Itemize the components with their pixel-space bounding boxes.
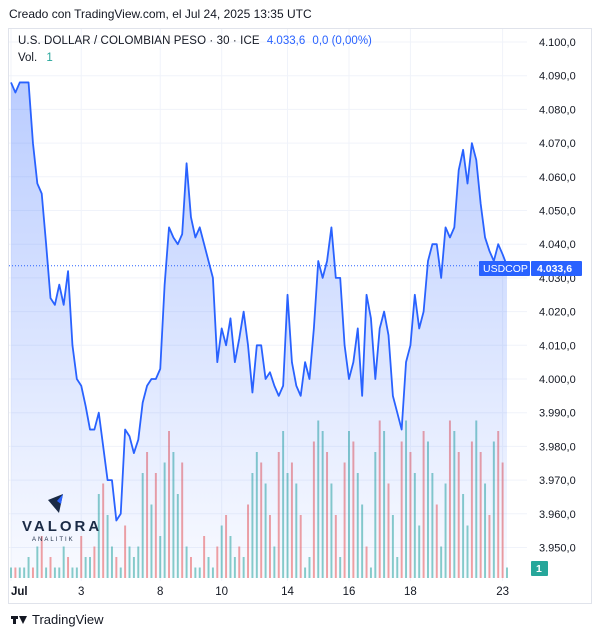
y-tick-label: 4.040,0: [539, 239, 576, 251]
last-value: 4.033,6: [266, 35, 306, 47]
price-area-fill: [11, 82, 507, 578]
valora-watermark: VALORA ANALITIK: [22, 494, 102, 543]
x-tick-label: Jul: [11, 586, 28, 598]
symbol-title: U.S. DOLLAR / COLOMBIAN PESO · 30 · ICE: [18, 35, 260, 47]
volume-badge-bg: [531, 561, 548, 576]
x-tick-label: 3: [78, 586, 84, 598]
y-tick-label: 4.000,0: [539, 374, 576, 386]
ticker-badge: USDCOP: [483, 263, 528, 275]
y-tick-label: 3.950,0: [539, 543, 576, 555]
valora-logo-accent: [57, 494, 63, 504]
volume-badge: 1: [531, 561, 548, 576]
x-tick-label: 10: [215, 586, 228, 598]
y-tick-label: 3.970,0: [539, 475, 576, 487]
volume-badge-value: 1: [536, 563, 542, 575]
x-tick-label: 8: [157, 586, 163, 598]
volume-label: Vol.: [18, 52, 38, 64]
watermark-sub: ANALITIK: [32, 537, 75, 543]
y-tick-label: 4.070,0: [539, 138, 576, 150]
y-tick-label: 3.980,0: [539, 441, 576, 453]
ticker-badge-bg: [479, 261, 530, 276]
x-axis: Jul 3 8 10 14 16 18 23: [11, 586, 509, 598]
x-tick-label: 23: [496, 586, 509, 598]
y-tick-label: 4.080,0: [539, 104, 576, 116]
tradingview-logo-icon: [11, 614, 27, 625]
y-tick-label: 4.010,0: [539, 340, 576, 352]
price-badge-bg: [531, 261, 582, 276]
x-tick-label: 16: [343, 586, 356, 598]
change-value: 0,0 (0,00%): [312, 35, 372, 47]
y-tick-label: 4.020,0: [539, 307, 576, 319]
y-tick-label: 4.100,0: [539, 37, 576, 49]
tradingview-logo[interactable]: TradingView: [11, 612, 104, 627]
symbol-legend[interactable]: U.S. DOLLAR / COLOMBIAN PESO · 30 · ICE …: [18, 35, 372, 47]
last-price-badge: USDCOP 4.033,6: [479, 261, 582, 276]
y-axis: 3.950,0 3.960,0 3.970,0 3.980,0 3.990,0 4.000…: [539, 37, 576, 555]
y-tick-label: 4.090,0: [539, 71, 576, 83]
x-tick-label: 18: [404, 586, 417, 598]
x-tick-label: 14: [281, 586, 294, 598]
volume-value: 1: [46, 52, 53, 64]
chart-frame: [8, 28, 592, 604]
chart-credit: Creado con TradingView.com, el Jul 24, 2…: [9, 7, 312, 21]
watermark-brand: VALORA: [22, 518, 102, 535]
price-area: [10, 81, 508, 578]
volume-legend[interactable]: Vol. 1: [18, 52, 53, 64]
y-tick-label: 3.990,0: [539, 408, 576, 420]
price-badge: 4.033,6: [537, 263, 572, 275]
tradingview-brand: TradingView: [32, 612, 104, 627]
y-tick-label: 4.060,0: [539, 172, 576, 184]
price-line: [10, 81, 508, 522]
y-tick-label: 3.960,0: [539, 509, 576, 521]
y-tick-label: 4.050,0: [539, 206, 576, 218]
